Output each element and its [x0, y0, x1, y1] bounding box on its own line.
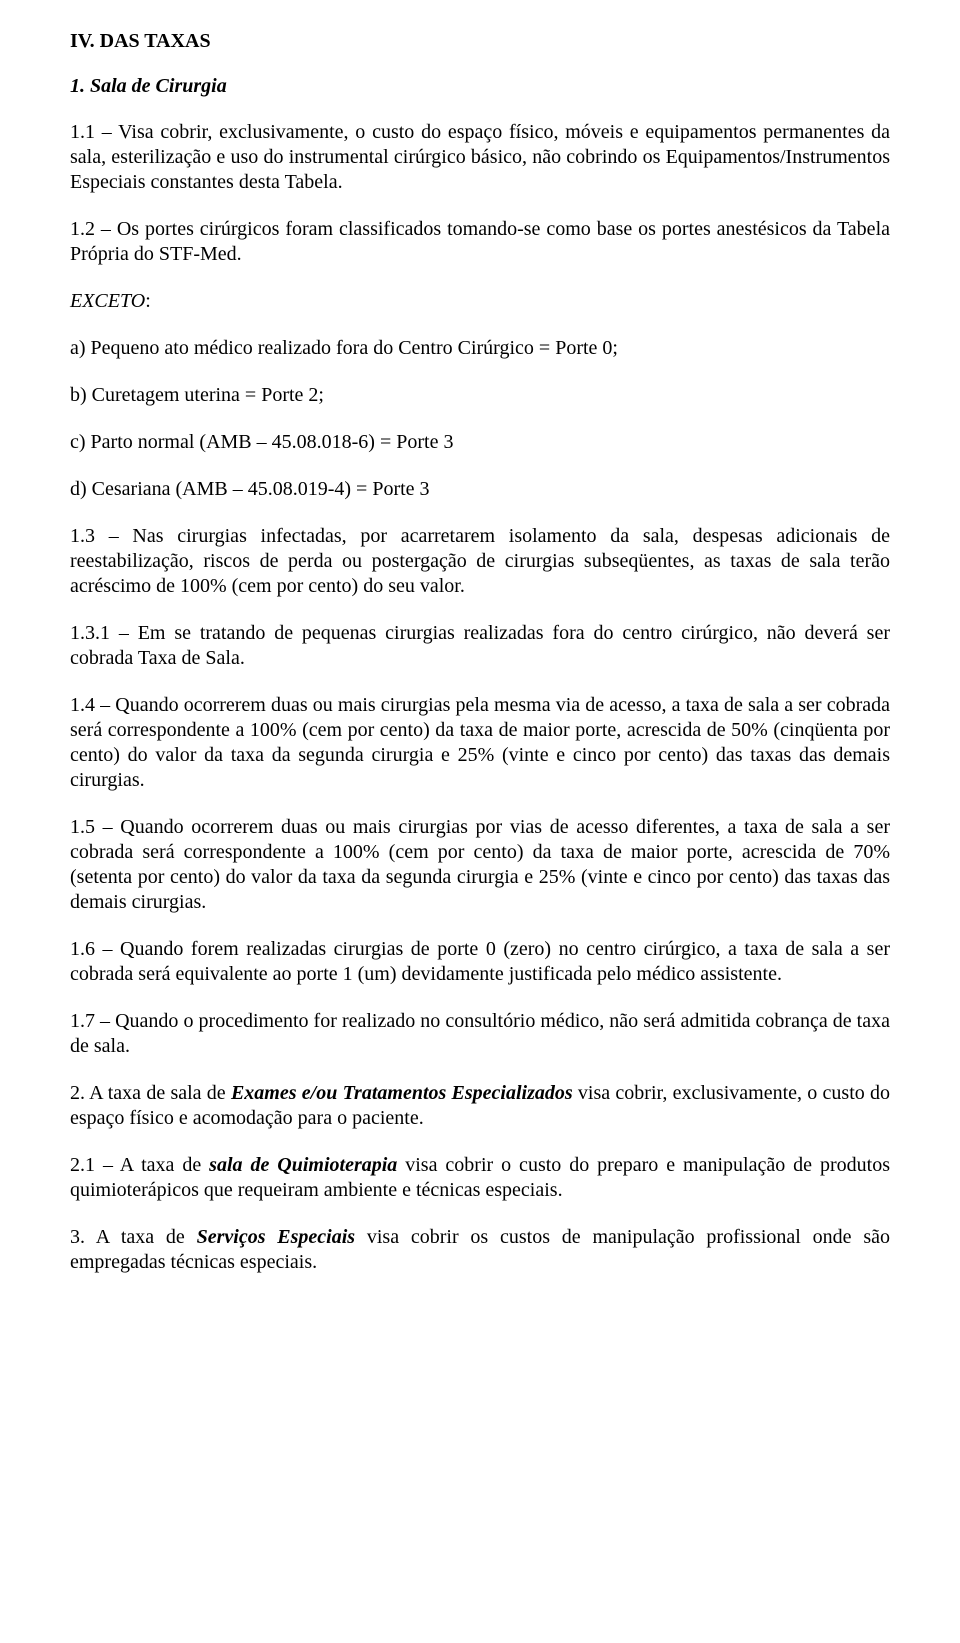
paragraph-1-3-1: 1.3.1 – Em se tratando de pequenas cirur…: [70, 621, 890, 671]
paragraph-2-1: 2.1 – A taxa de sala de Quimioterapia vi…: [70, 1153, 890, 1203]
paragraph-3: 3. A taxa de Serviços Especiais visa cob…: [70, 1225, 890, 1275]
paragraph-2-pre: 2. A taxa de sala de: [70, 1082, 231, 1104]
exceto-colon: :: [145, 290, 151, 312]
paragraph-1-7: 1.7 – Quando o procedimento for realizad…: [70, 1009, 890, 1059]
paragraph-1-5: 1.5 – Quando ocorrerem duas ou mais ciru…: [70, 815, 890, 915]
paragraph-1-6: 1.6 – Quando forem realizadas cirurgias …: [70, 937, 890, 987]
paragraph-3-pre: 3. A taxa de: [70, 1226, 197, 1248]
paragraph-2-emph: Exames e/ou Tratamentos Especializados: [231, 1082, 573, 1104]
document-page: IV. DAS TAXAS 1. Sala de Cirurgia 1.1 – …: [0, 0, 960, 1337]
paragraph-1-2: 1.2 – Os portes cirúrgicos foram classif…: [70, 217, 890, 267]
paragraph-3-emph: Serviços Especiais: [197, 1226, 355, 1248]
exceto-word: EXCETO: [70, 290, 145, 312]
paragraph-1-3: 1.3 – Nas cirurgias infectadas, por acar…: [70, 524, 890, 599]
paragraph-2-1-emph: sala de Quimioterapia: [209, 1154, 397, 1176]
list-item-b: b) Curetagem uterina = Porte 2;: [70, 383, 890, 408]
section-heading: IV. DAS TAXAS: [70, 30, 890, 53]
list-item-c: c) Parto normal (AMB – 45.08.018-6) = Po…: [70, 430, 890, 455]
paragraph-2-1-pre: 2.1 – A taxa de: [70, 1154, 209, 1176]
paragraph-1-4: 1.4 – Quando ocorrerem duas ou mais ciru…: [70, 693, 890, 793]
paragraph-1-1: 1.1 – Visa cobrir, exclusivamente, o cus…: [70, 120, 890, 195]
list-item-a: a) Pequeno ato médico realizado fora do …: [70, 336, 890, 361]
subsection-heading: 1. Sala de Cirurgia: [70, 75, 890, 98]
exceto-label: EXCETO:: [70, 289, 890, 314]
list-item-d: d) Cesariana (AMB – 45.08.019-4) = Porte…: [70, 477, 890, 502]
paragraph-2: 2. A taxa de sala de Exames e/ou Tratame…: [70, 1081, 890, 1131]
